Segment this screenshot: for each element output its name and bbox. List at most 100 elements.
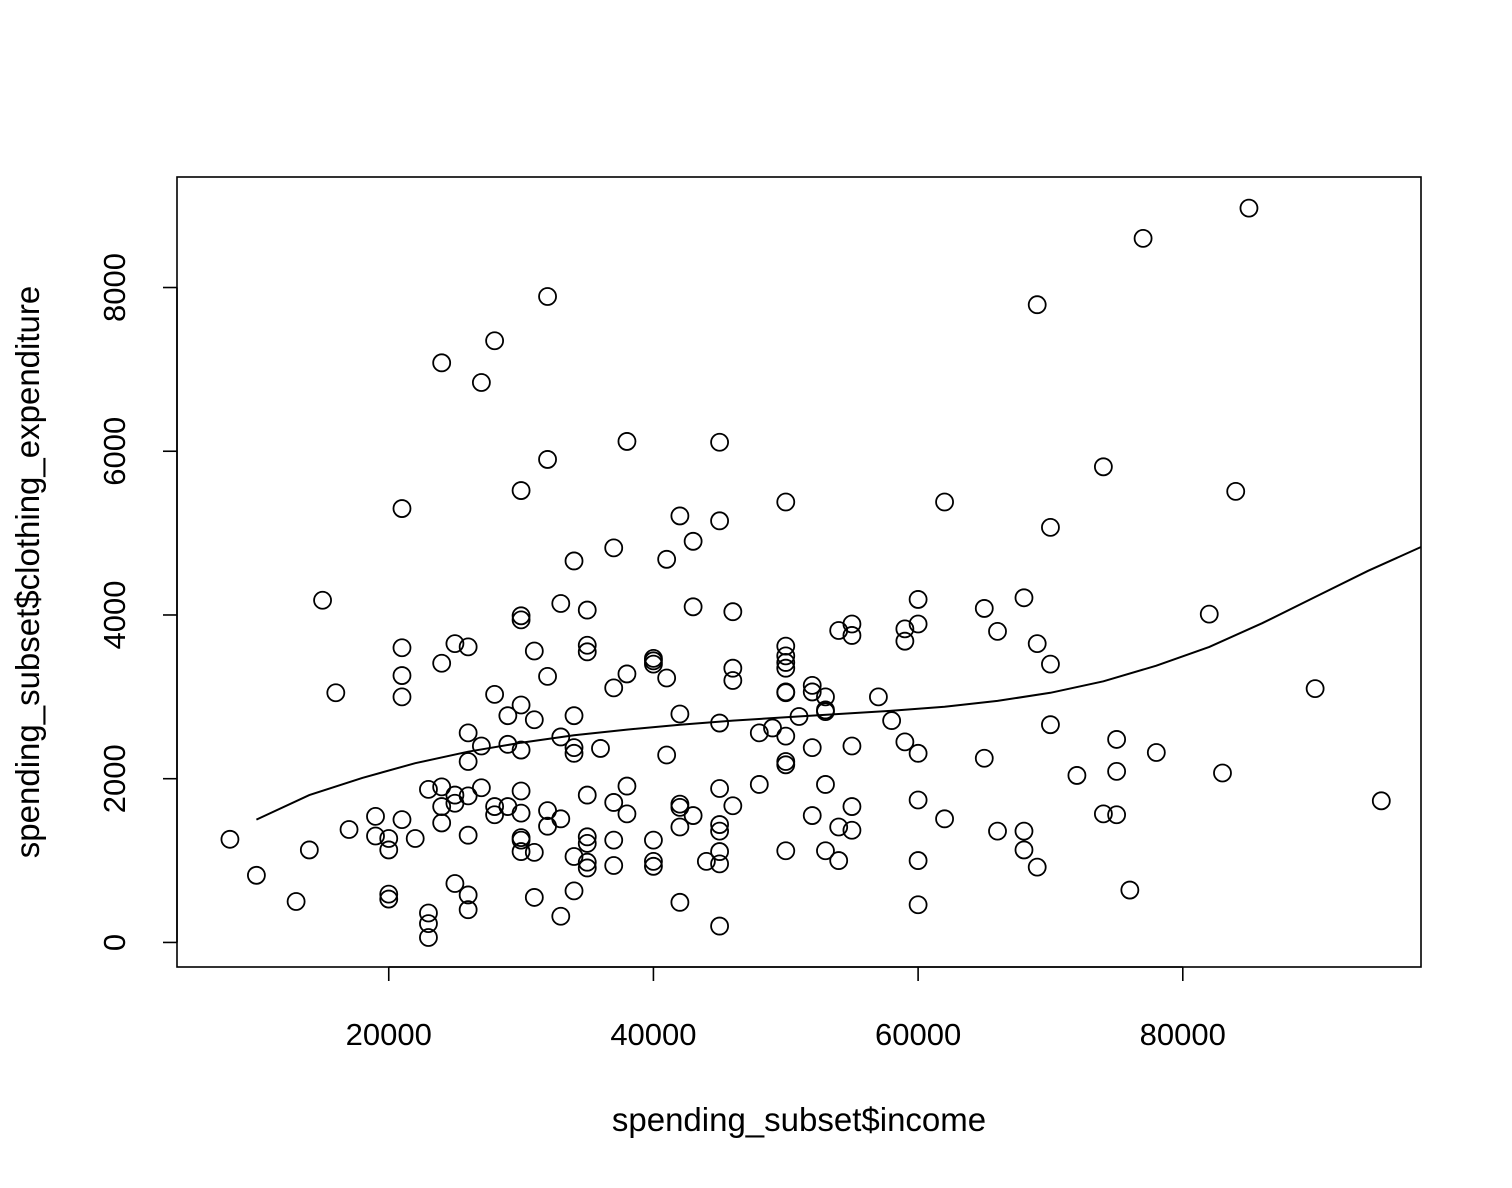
data-point [710,432,729,452]
data-point [432,653,452,673]
data-point [1107,730,1127,749]
data-point [644,856,663,876]
data-point [869,687,888,707]
data-point [445,785,465,805]
data-point [577,852,597,872]
data-point [1027,857,1047,877]
data-point [577,833,597,853]
data-point [749,775,769,794]
data-point [511,606,531,626]
data-point [419,903,438,923]
data-point [1107,761,1127,781]
data-point [842,626,862,645]
data-point [816,687,835,707]
data-point [564,847,584,866]
data-point [564,706,584,726]
data-point [524,710,544,730]
data-point [379,840,399,860]
data-point [511,781,531,801]
data-point [935,809,954,829]
data-point [419,928,438,947]
data-point [617,664,637,684]
data-point [776,492,796,512]
data-point [988,621,1007,641]
data-point [842,797,862,816]
data-point [511,610,531,630]
data-point [538,450,557,469]
data-point [710,511,729,531]
data-point [776,841,796,861]
data-point [974,599,994,618]
data-point [551,906,571,926]
y-tick-label: 4000 [97,580,132,649]
data-point [458,825,478,845]
data-point [710,842,729,861]
data-point [564,551,584,571]
data-point [392,687,412,707]
data-point [829,851,849,870]
data-point [974,748,994,768]
data-point [379,829,399,848]
data-point [485,797,505,816]
data-point [498,706,518,726]
data-point [524,842,544,862]
data-point [802,806,822,825]
data-point [776,658,796,678]
data-point [485,331,505,351]
data-point [816,841,835,861]
x-axis-label: spending_subset$income [612,1101,986,1138]
data-point [577,642,597,662]
data-point [1213,763,1232,783]
data-point [564,743,584,763]
data-point [802,682,822,702]
data-point [326,683,346,703]
data-point [445,634,465,654]
x-tick-label: 80000 [1140,1017,1226,1052]
data-point [696,851,716,871]
data-point [617,432,637,451]
data-point [511,842,531,861]
data-point [1107,805,1127,825]
data-point [458,752,478,771]
data-point [816,702,835,721]
data-point [710,854,729,874]
data-point [776,683,796,703]
data-point [683,531,703,551]
data-point [511,481,531,500]
data-point [895,732,915,752]
data-point [842,614,862,634]
data-point [313,590,332,610]
data-point [882,711,902,730]
data-point [432,777,452,797]
data-point [670,892,690,912]
data-point [710,815,729,834]
data-point [432,813,452,833]
data-point [710,779,729,798]
data-point [511,830,531,850]
y-tick-label: 8000 [97,253,132,322]
y-tick-label: 6000 [97,417,132,486]
data-point [1199,604,1219,624]
data-point [670,704,690,724]
data-point [392,666,412,685]
data-point [776,726,796,746]
data-point [723,658,743,678]
data-point [776,646,796,666]
data-point [511,803,531,823]
data-point [657,745,677,765]
data-point [1146,743,1166,762]
data-point [591,739,610,758]
data-point [524,888,544,907]
data-point [644,830,663,850]
data-point [564,738,584,758]
data-point [604,856,624,875]
data-point [908,743,928,763]
data-point [723,796,743,816]
data-point [392,810,412,830]
data-point [1014,840,1034,860]
x-tick-label: 40000 [610,1017,696,1052]
data-point [538,801,557,821]
data-point [366,806,385,826]
x-axis: 20000 40000 60000 80000 [346,966,1226,1052]
